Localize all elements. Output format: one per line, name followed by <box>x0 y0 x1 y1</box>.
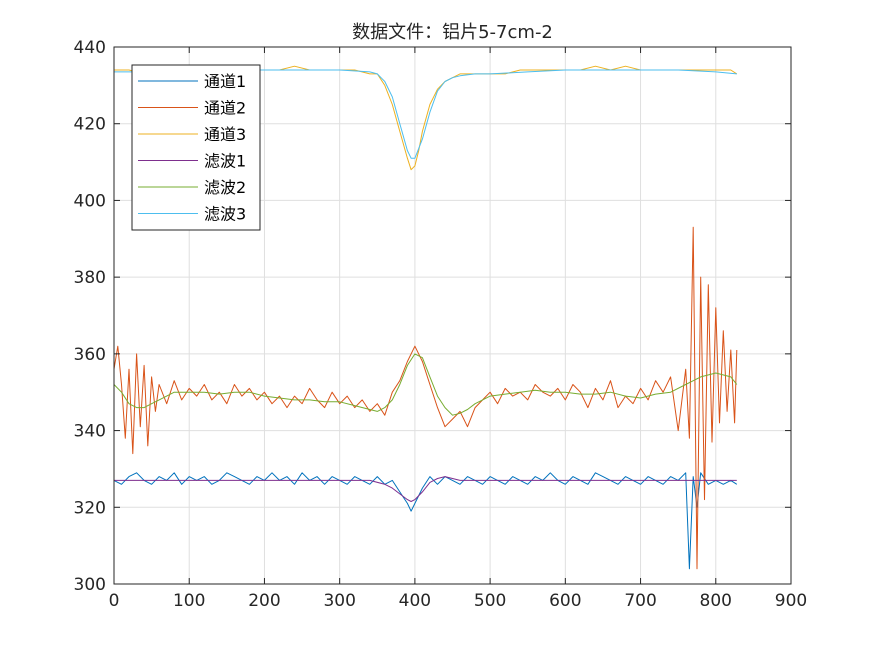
y-tick-label: 380 <box>74 268 106 288</box>
x-tick-label: 800 <box>700 591 732 611</box>
x-tick-label: 600 <box>549 591 581 611</box>
y-tick-label: 300 <box>74 575 106 595</box>
legend-label: 滤波2 <box>204 178 246 197</box>
legend-label: 通道2 <box>204 99 246 118</box>
x-tick-label: 700 <box>624 591 656 611</box>
legend-label: 滤波1 <box>204 152 246 171</box>
y-tick-label: 420 <box>74 115 106 135</box>
x-tick-label: 900 <box>775 591 807 611</box>
legend: 通道1 通道2 通道3 滤波1 滤波2 滤波3 <box>131 64 261 231</box>
legend-label: 滤波3 <box>204 205 246 224</box>
y-tick-label: 400 <box>74 191 106 211</box>
x-tick-label: 100 <box>173 591 205 611</box>
series-line-5 <box>113 353 738 416</box>
x-tick-label: 300 <box>323 591 355 611</box>
series-line-1 <box>113 472 738 570</box>
y-tick-label: 340 <box>74 422 106 442</box>
axes-box <box>113 46 792 585</box>
legend-box <box>131 64 261 231</box>
y-tick-label: 440 <box>74 38 106 58</box>
series-lines <box>113 65 738 570</box>
x-tick-label: 500 <box>474 591 506 611</box>
legend-label: 通道3 <box>204 125 246 144</box>
x-tick-label: 400 <box>399 591 431 611</box>
y-tick-label: 320 <box>74 498 106 518</box>
series-line-4 <box>114 476 737 502</box>
y-tick-label: 360 <box>74 345 106 365</box>
legend-label: 通道1 <box>204 72 246 91</box>
series-line-6 <box>114 69 737 159</box>
axis-ticks: 0 100 200 300 400 500 600 700 800 900 300 320 340 360… <box>74 38 808 611</box>
x-tick-label: 0 <box>109 591 120 611</box>
chart-title: 数据文件：铝片5-7cm-2 <box>352 22 553 43</box>
x-tick-label: 200 <box>248 591 280 611</box>
series-line-2 <box>113 226 738 570</box>
